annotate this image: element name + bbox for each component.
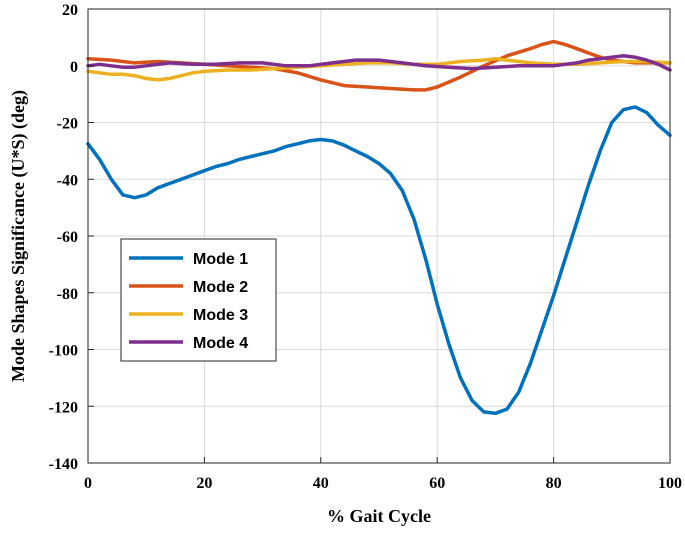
series-line-mode-1 <box>86 105 672 416</box>
series-lines <box>86 39 672 416</box>
x-tick-label: 100 <box>658 475 682 492</box>
legend-label-mode-3: Mode 3 <box>193 307 248 324</box>
y-tick-label: -140 <box>49 456 78 473</box>
x-tick-label: 80 <box>546 475 562 492</box>
legend-label-mode-4: Mode 4 <box>193 335 248 352</box>
y-axis-title: Mode Shapes Significance (U*S) (deg) <box>8 90 29 382</box>
x-tick-label: 20 <box>196 475 212 492</box>
axis-ticks: 0 20 40 60 80 100 -140 -120 -100 -80 -60 -40 -20 0 20 <box>49 2 682 492</box>
legend-label-mode-1: Mode 1 <box>193 251 248 268</box>
x-axis-title: % Gait Cycle <box>327 506 431 526</box>
y-tick-label: -20 <box>57 116 78 133</box>
y-tick-label: 0 <box>70 59 78 76</box>
series-line-mode-4 <box>86 54 672 72</box>
y-tick-label: -40 <box>57 172 78 189</box>
y-tick-label: -120 <box>49 399 78 416</box>
x-tick-label: 60 <box>429 475 445 492</box>
y-tick-label: 20 <box>62 2 78 19</box>
y-tick-label: -60 <box>57 229 78 246</box>
legend: Mode 1 Mode 2 Mode 3 Mode 4 <box>120 238 277 362</box>
legend-label-mode-2: Mode 2 <box>193 279 248 296</box>
x-tick-label: 0 <box>84 475 92 492</box>
x-tick-label: 40 <box>313 475 329 492</box>
y-tick-label: -80 <box>57 286 78 303</box>
y-tick-label: -100 <box>49 343 78 360</box>
